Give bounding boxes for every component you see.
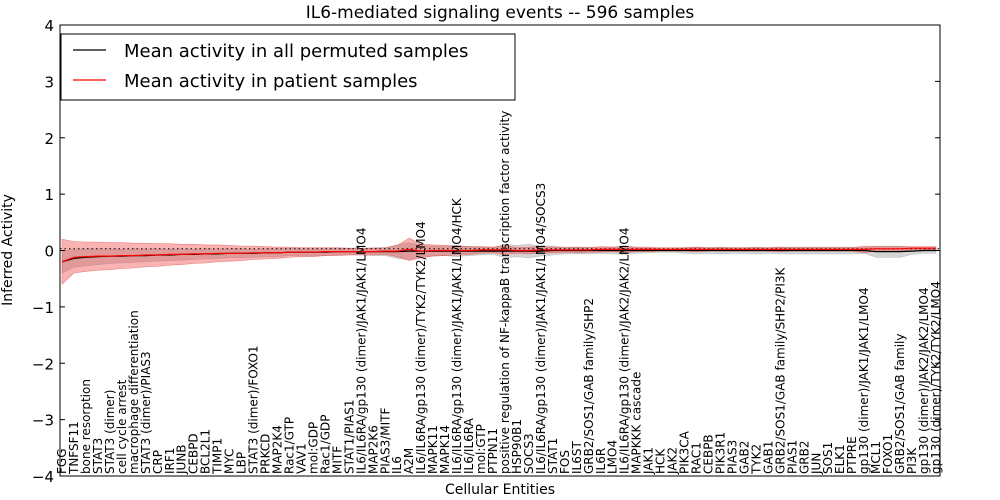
x-tick-label: STAT3 (dimer)/FOXO1 — [247, 345, 261, 474]
x-tick-label: IL6/IL6RA/gp130 (dimer)/JAK2/JAK2/LMO4 — [618, 228, 632, 474]
y-tick-label: −2 — [32, 355, 54, 373]
x-tick-label: GRB2/SOS1/GAB family/SHP2 — [582, 298, 596, 474]
x-tick-label: STAT1 — [546, 438, 560, 474]
x-tick-label: IRF1 — [163, 448, 177, 474]
x-tick-label: macrophage differentiation — [127, 310, 141, 474]
x-tick-label: MAP2K4 — [271, 425, 285, 474]
x-tick-label: FOXO1 — [881, 434, 895, 474]
x-tick-label: positive regulation of NF-kappaB transcr… — [498, 111, 512, 474]
x-tick-label: HSP90B1 — [510, 419, 524, 474]
x-tick-label: STAT3 (dimer) — [103, 390, 117, 474]
x-tick-label: JAK2 — [666, 447, 680, 475]
x-tick-label: FOS — [558, 450, 572, 474]
x-tick-label: IL6R — [594, 448, 608, 474]
x-tick-label: JAK1 — [642, 447, 656, 475]
x-tick-label: RAC1 — [690, 442, 704, 474]
plot-frame — [59, 24, 941, 477]
x-tick-label: STAT3 (dimer)/PIAS3 — [139, 351, 153, 474]
x-tick-label: IL6/IL6RA/gp130 (dimer)/TYK2/TYK2/LMO4 — [414, 221, 428, 474]
x-tick-label: CEBPB — [702, 434, 716, 474]
x-tick-label: IL6/IL6RA/gp130 (dimer)/JAK1/JAK1/LMO4 — [354, 228, 368, 474]
x-tick-label: IL6/IL6RA/gp130 (dimer)/JAK1/JAK1/LMO4/S… — [534, 183, 548, 474]
x-tick-label: FGG — [55, 449, 69, 475]
x-tick-label: GAB2 — [737, 441, 751, 474]
x-tick-label: JUN — [809, 453, 823, 475]
x-tick-label: VAV1 — [295, 443, 309, 474]
x-tick-label: IL6/IL6RA/gp130 (dimer)/JAK1/JAK1/LMO4/H… — [450, 197, 464, 474]
chart-title: IL6-mediated signaling events -- 596 sam… — [306, 3, 695, 23]
y-tick-label: 4 — [44, 17, 54, 35]
y-tick-label: −3 — [32, 412, 54, 430]
legend-box — [60, 33, 516, 101]
x-tick-label: PIAS3/MITF — [378, 407, 392, 474]
legend: Mean activity in all permuted samples Me… — [60, 33, 516, 101]
y-tick-label: 0 — [44, 243, 54, 261]
y-tick-label: 1 — [44, 186, 54, 204]
x-axis-label: Cellular Entities — [445, 482, 555, 498]
x-tick-label: BCL2L1 — [199, 429, 213, 474]
x-tick-label: gp130 (dimer)/JAK1/JAK1/LMO4 — [857, 287, 871, 474]
x-tick-label: PTPN11 — [486, 428, 500, 474]
y-tick-label: 3 — [44, 73, 54, 91]
x-tick-label: PIK3R1 — [714, 432, 728, 474]
x-tick-label: TNFSF11 — [67, 421, 81, 475]
x-tick-label: ELK1 — [833, 444, 847, 474]
x-tick-label: IL6 — [390, 456, 404, 474]
x-tick-label: HCK — [654, 448, 668, 474]
x-tick-label: MCL1 — [869, 441, 883, 474]
x-tick-label: PIAS3 — [726, 440, 740, 474]
x-tick-label: JUNB — [175, 444, 189, 475]
x-tick-label: GRB2/SOS1/GAB family/SHP2/PI3K — [773, 266, 787, 474]
x-tick-label: SOCS3 — [522, 433, 536, 474]
x-tick-label: SOS1 — [821, 442, 835, 474]
x-tick-label: TYK2 — [749, 444, 763, 475]
x-tick-label: mol:GTP — [474, 424, 488, 474]
x-tick-label: LMO4 — [606, 440, 620, 474]
x-tick-label: MITF — [330, 446, 344, 474]
x-tick-label: STAT3 — [91, 438, 105, 474]
x-tick-label: CEBPD — [187, 433, 201, 474]
x-tick-label: GRB2/SOS1/GAB family — [893, 334, 907, 475]
x-tick-label: CRP — [151, 450, 165, 474]
x-tick-label: IL6/IL6RA — [462, 417, 476, 474]
y-axis-label: Inferred Activity — [0, 194, 16, 306]
x-tick-label: PI3K — [905, 447, 919, 474]
x-tick-label: TIMP1 — [211, 438, 225, 475]
y-tick-label: −1 — [32, 299, 54, 317]
x-tick-label: MAPK14 — [438, 425, 452, 474]
series-lines — [60, 247, 940, 263]
x-tick-label: gp130 (dimer)/JAK2/JAK2/LMO4 — [917, 287, 931, 474]
y-tick-label: −4 — [32, 468, 54, 486]
x-tick-label: GRB2 — [797, 440, 811, 474]
x-tick-label: MAPK11 — [426, 425, 440, 474]
legend-label-permuted: Mean activity in all permuted samples — [124, 41, 468, 62]
x-tick-label: PIK3CA — [678, 430, 692, 474]
x-tick-label: MYC — [223, 449, 237, 474]
x-tick-label: cell cycle arrest — [115, 379, 129, 474]
x-tick-label: PRKCD — [259, 434, 273, 474]
x-tick-label: A2M — [402, 448, 416, 474]
x-tick-label: Rac1/GDP — [318, 415, 332, 474]
x-tick-label: PTPRE — [845, 436, 859, 474]
patient-mean-line — [61, 247, 936, 263]
x-tick-label: PIAS1 — [785, 440, 799, 474]
x-tick-label: STAT1/PIAS1 — [342, 399, 356, 474]
x-tick-label: LBP — [235, 452, 249, 474]
x-tick-label: MAPKKK cascade — [630, 372, 644, 474]
x-tick-label: mol:GDP — [306, 422, 320, 474]
y-tick-label: 2 — [44, 130, 54, 148]
x-tick-label: IL6ST — [570, 441, 584, 474]
legend-label-patient: Mean activity in patient samples — [124, 71, 418, 92]
x-tick-label: gp130 (dimer)/TYK2/TYK2/LMO4 — [929, 281, 943, 474]
x-tick-label: GAB1 — [761, 441, 775, 474]
x-tick-label: Rac1/GTP — [283, 417, 297, 474]
x-tick-label: MAP2K6 — [366, 425, 380, 474]
x-tick-label: bone resorption — [79, 379, 93, 474]
